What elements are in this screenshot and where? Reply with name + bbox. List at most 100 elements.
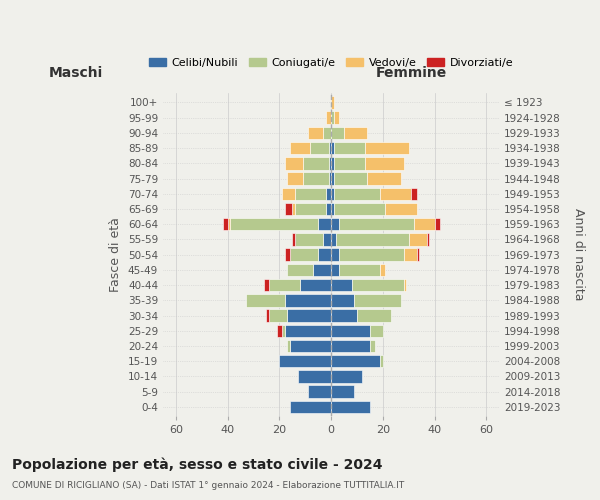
Bar — [380, 355, 383, 368]
Bar — [277, 324, 282, 337]
Bar — [323, 126, 331, 139]
Bar — [298, 370, 331, 382]
Bar — [282, 188, 295, 200]
Bar — [412, 188, 416, 200]
Bar — [380, 188, 412, 200]
Bar — [334, 188, 380, 200]
Bar — [295, 203, 326, 215]
Bar — [326, 112, 331, 124]
Bar — [414, 218, 434, 230]
Bar — [365, 157, 404, 170]
Bar — [331, 112, 334, 124]
Bar — [300, 279, 331, 291]
Bar — [295, 233, 323, 245]
Bar — [339, 218, 414, 230]
Bar — [331, 218, 339, 230]
Bar — [290, 400, 331, 413]
Text: Femmine: Femmine — [376, 66, 448, 80]
Bar — [318, 248, 331, 261]
Bar — [227, 218, 230, 230]
Bar — [331, 294, 355, 306]
Bar — [331, 142, 334, 154]
Bar — [357, 310, 391, 322]
Bar — [282, 324, 284, 337]
Bar — [334, 112, 339, 124]
Bar — [331, 126, 344, 139]
Bar — [331, 400, 370, 413]
Bar — [370, 324, 383, 337]
Bar — [269, 279, 300, 291]
Bar — [331, 172, 334, 185]
Bar — [331, 157, 334, 170]
Bar — [326, 188, 331, 200]
Bar — [385, 203, 416, 215]
Bar — [334, 142, 365, 154]
Bar — [344, 126, 367, 139]
Legend: Celibi/Nubili, Coniugati/e, Vedovi/e, Divorziati/e: Celibi/Nubili, Coniugati/e, Vedovi/e, Di… — [145, 54, 518, 72]
Bar — [313, 264, 331, 276]
Bar — [290, 142, 310, 154]
Bar — [284, 324, 331, 337]
Bar — [287, 172, 302, 185]
Bar — [331, 355, 380, 368]
Bar — [284, 203, 292, 215]
Bar — [416, 248, 419, 261]
Bar — [367, 172, 401, 185]
Bar — [334, 172, 367, 185]
Bar — [266, 310, 269, 322]
Bar — [331, 279, 352, 291]
Bar — [331, 233, 337, 245]
Text: COMUNE DI RICIGLIANO (SA) - Dati ISTAT 1° gennaio 2024 - Elaborazione TUTTITALIA: COMUNE DI RICIGLIANO (SA) - Dati ISTAT 1… — [12, 481, 404, 490]
Bar — [339, 248, 404, 261]
Bar — [334, 203, 385, 215]
Bar — [318, 218, 331, 230]
Bar — [329, 172, 331, 185]
Bar — [290, 340, 331, 352]
Bar — [280, 355, 331, 368]
Bar — [287, 340, 290, 352]
Y-axis label: Fasce di età: Fasce di età — [109, 217, 122, 292]
Bar — [339, 264, 380, 276]
Bar — [331, 310, 357, 322]
Bar — [331, 96, 334, 108]
Bar — [284, 157, 302, 170]
Bar — [331, 324, 370, 337]
Bar — [264, 279, 269, 291]
Bar — [284, 294, 331, 306]
Bar — [409, 233, 427, 245]
Bar — [380, 264, 385, 276]
Bar — [331, 386, 355, 398]
Bar — [329, 157, 331, 170]
Bar — [427, 233, 430, 245]
Bar — [329, 142, 331, 154]
Bar — [223, 218, 227, 230]
Bar — [230, 218, 318, 230]
Bar — [365, 142, 409, 154]
Bar — [326, 203, 331, 215]
Bar — [331, 264, 339, 276]
Bar — [302, 157, 329, 170]
Text: Maschi: Maschi — [49, 66, 103, 80]
Bar — [308, 126, 323, 139]
Y-axis label: Anni di nascita: Anni di nascita — [572, 208, 585, 301]
Text: Popolazione per età, sesso e stato civile - 2024: Popolazione per età, sesso e stato civil… — [12, 458, 383, 472]
Bar — [404, 248, 416, 261]
Bar — [284, 248, 290, 261]
Bar — [246, 294, 284, 306]
Bar — [310, 142, 329, 154]
Bar — [295, 188, 326, 200]
Bar — [337, 233, 409, 245]
Bar — [290, 248, 318, 261]
Bar — [292, 203, 295, 215]
Bar — [352, 279, 404, 291]
Bar — [434, 218, 440, 230]
Bar — [331, 370, 362, 382]
Bar — [269, 310, 287, 322]
Bar — [292, 233, 295, 245]
Bar — [331, 340, 370, 352]
Bar — [355, 294, 401, 306]
Bar — [331, 248, 339, 261]
Bar — [323, 233, 331, 245]
Bar — [308, 386, 331, 398]
Bar — [302, 172, 329, 185]
